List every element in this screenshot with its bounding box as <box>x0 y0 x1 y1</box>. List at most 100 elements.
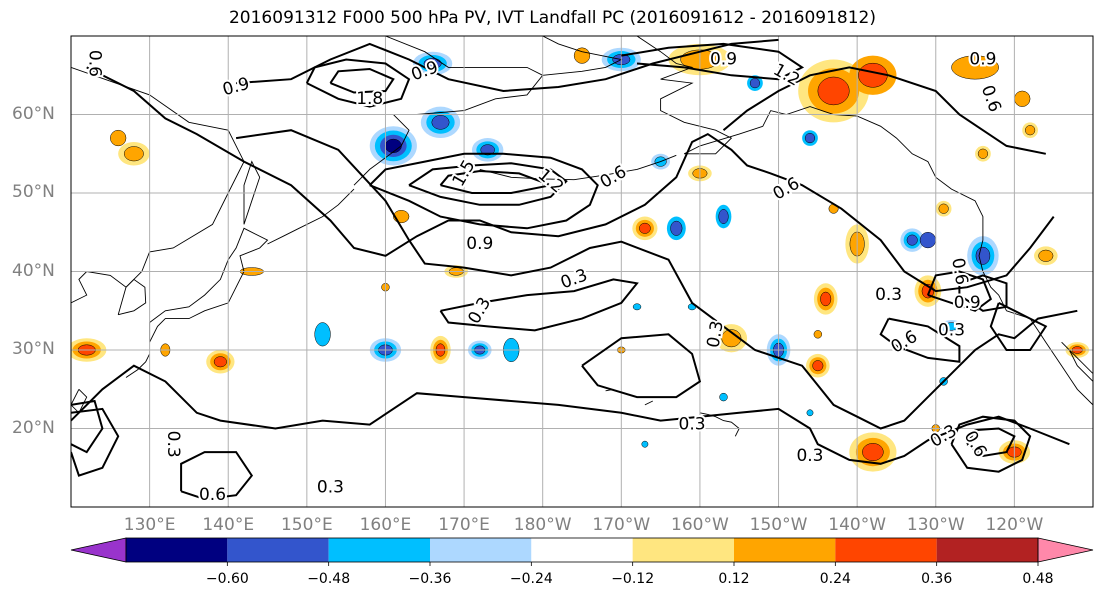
latitude-label: 30°N <box>12 339 55 359</box>
pv-contour-line <box>439 169 555 194</box>
coastline <box>267 188 355 245</box>
pv-contour-line <box>581 333 702 399</box>
colorbar-segment <box>227 538 329 562</box>
pv-contour-line <box>305 58 411 108</box>
contour-label: 0.6 <box>85 50 105 77</box>
contour-label: 0.6 <box>199 485 226 505</box>
pv-contour-line <box>989 302 1048 351</box>
contour-label: 0.9 <box>954 293 981 313</box>
pv-anomaly-patch <box>919 232 937 249</box>
colorbar-tick-label: −0.48 <box>307 571 351 587</box>
pv-contour-line <box>368 152 599 230</box>
pv-contour-line <box>950 415 1032 473</box>
pv-anomaly-patch <box>951 55 999 80</box>
pv-anomaly-patch <box>480 144 495 156</box>
pv-anomaly-patch <box>721 329 742 348</box>
contour-label: 0.9 <box>466 234 493 254</box>
pv-anomaly-patch <box>719 392 728 402</box>
pv-anomaly-patch <box>1025 125 1036 136</box>
colorbar-tick-label: 0.12 <box>718 571 750 587</box>
colorbar-segment <box>430 538 532 562</box>
pv-anomaly-patch <box>632 303 642 311</box>
longitude-label: 140°E <box>202 515 255 535</box>
colorbar-segment <box>632 538 734 562</box>
coastline <box>243 160 261 225</box>
pv-anomaly-patch <box>641 440 649 448</box>
latitude-label: 20°N <box>12 417 55 438</box>
contour-label: 1.8 <box>356 89 383 109</box>
colorbar-extend-high <box>1037 537 1094 563</box>
colorbar-segment <box>126 538 228 562</box>
colorbar-tick-label: 0.24 <box>819 571 851 587</box>
latitude-label: 60°N <box>12 103 55 124</box>
figure-title: 2016091312 F000 500 hPa PV, IVT Landfall… <box>228 8 876 28</box>
colorbar-tick-label: −0.24 <box>509 571 553 587</box>
latitude-label: 40°N <box>12 260 55 281</box>
pv-anomaly-patch <box>906 234 918 246</box>
longitude-label: 140°W <box>828 515 887 535</box>
longitude-label: 150°E <box>280 515 333 535</box>
pv-anomaly-patch <box>975 246 991 265</box>
colorbar-tick-label: −0.60 <box>205 571 249 587</box>
colorbar-segment <box>835 538 937 562</box>
pv-anomaly-patch <box>813 330 823 339</box>
pv-anomaly-patch <box>820 291 832 307</box>
longitude-label: 120°W <box>985 515 1044 535</box>
colorbar-tick-label: −0.12 <box>611 571 655 587</box>
pv-anomaly-patch <box>384 138 402 153</box>
pv-anomaly-patch <box>749 78 761 89</box>
coastline <box>125 353 151 378</box>
pv-contour-line <box>879 317 961 363</box>
pv-anomaly-patch <box>314 322 331 347</box>
contour-label: 0.3 <box>317 477 344 497</box>
pv-contour-layer <box>71 38 1078 501</box>
coastline <box>118 278 147 316</box>
pv-anomaly-patch <box>110 129 127 147</box>
pv-contour-line <box>71 364 1070 465</box>
pv-anomaly-patch <box>862 443 884 462</box>
pv-anomaly-patch <box>573 47 591 64</box>
contour-label: 0.3 <box>938 320 965 340</box>
pv-contour-line <box>958 274 1008 312</box>
pv-anomaly-patch <box>938 203 949 214</box>
pv-anomaly-patch <box>123 146 144 162</box>
pv-anomaly-patch <box>670 220 683 236</box>
map-frame <box>70 35 1094 508</box>
pv-anomaly-patch <box>943 322 959 331</box>
colorbar-tick-label: 0.48 <box>1022 571 1054 587</box>
contour-label: 0.9 <box>969 50 996 70</box>
pv-anomaly-patch <box>1014 90 1031 107</box>
longitude-label: 150°W <box>749 515 808 535</box>
coastline <box>71 66 245 315</box>
pv-contour-line <box>926 270 993 312</box>
longitude-label: 180°W <box>513 515 572 535</box>
coastline <box>149 227 269 343</box>
contour-label: 0.3 <box>875 285 902 305</box>
pv-anomaly-patch <box>858 62 888 88</box>
pv-anomaly-patch <box>718 209 729 225</box>
pv-contour-line <box>180 451 254 501</box>
latitude-label: 50°N <box>12 182 55 202</box>
pv-contour-line <box>621 42 805 81</box>
pv-contour-line <box>722 66 1046 155</box>
longitude-label: 160°W <box>671 515 729 535</box>
contour-label: 0.3 <box>163 431 183 458</box>
colorbar <box>70 537 1094 566</box>
pv-contour-line <box>235 129 1078 430</box>
pv-contour-line <box>329 67 395 94</box>
longitude-label: 170°W <box>592 515 651 535</box>
longitude-label: 130°W <box>906 515 965 535</box>
pv-contour-line <box>966 427 1016 458</box>
longitude-label: 170°E <box>438 515 490 535</box>
pv-contour-line <box>236 38 779 93</box>
pv-anomaly-patch <box>804 132 816 144</box>
colorbar-segment <box>328 538 430 562</box>
pv-anomaly-patch <box>639 222 651 234</box>
colorbar-segment <box>531 538 633 562</box>
pv-contour-line <box>86 66 1055 293</box>
colorbar-tick-label: −0.36 <box>408 571 452 587</box>
colorbar-segment <box>734 538 836 562</box>
longitude-label: 130°E <box>123 515 176 535</box>
pv-anomaly-patch <box>977 148 989 159</box>
